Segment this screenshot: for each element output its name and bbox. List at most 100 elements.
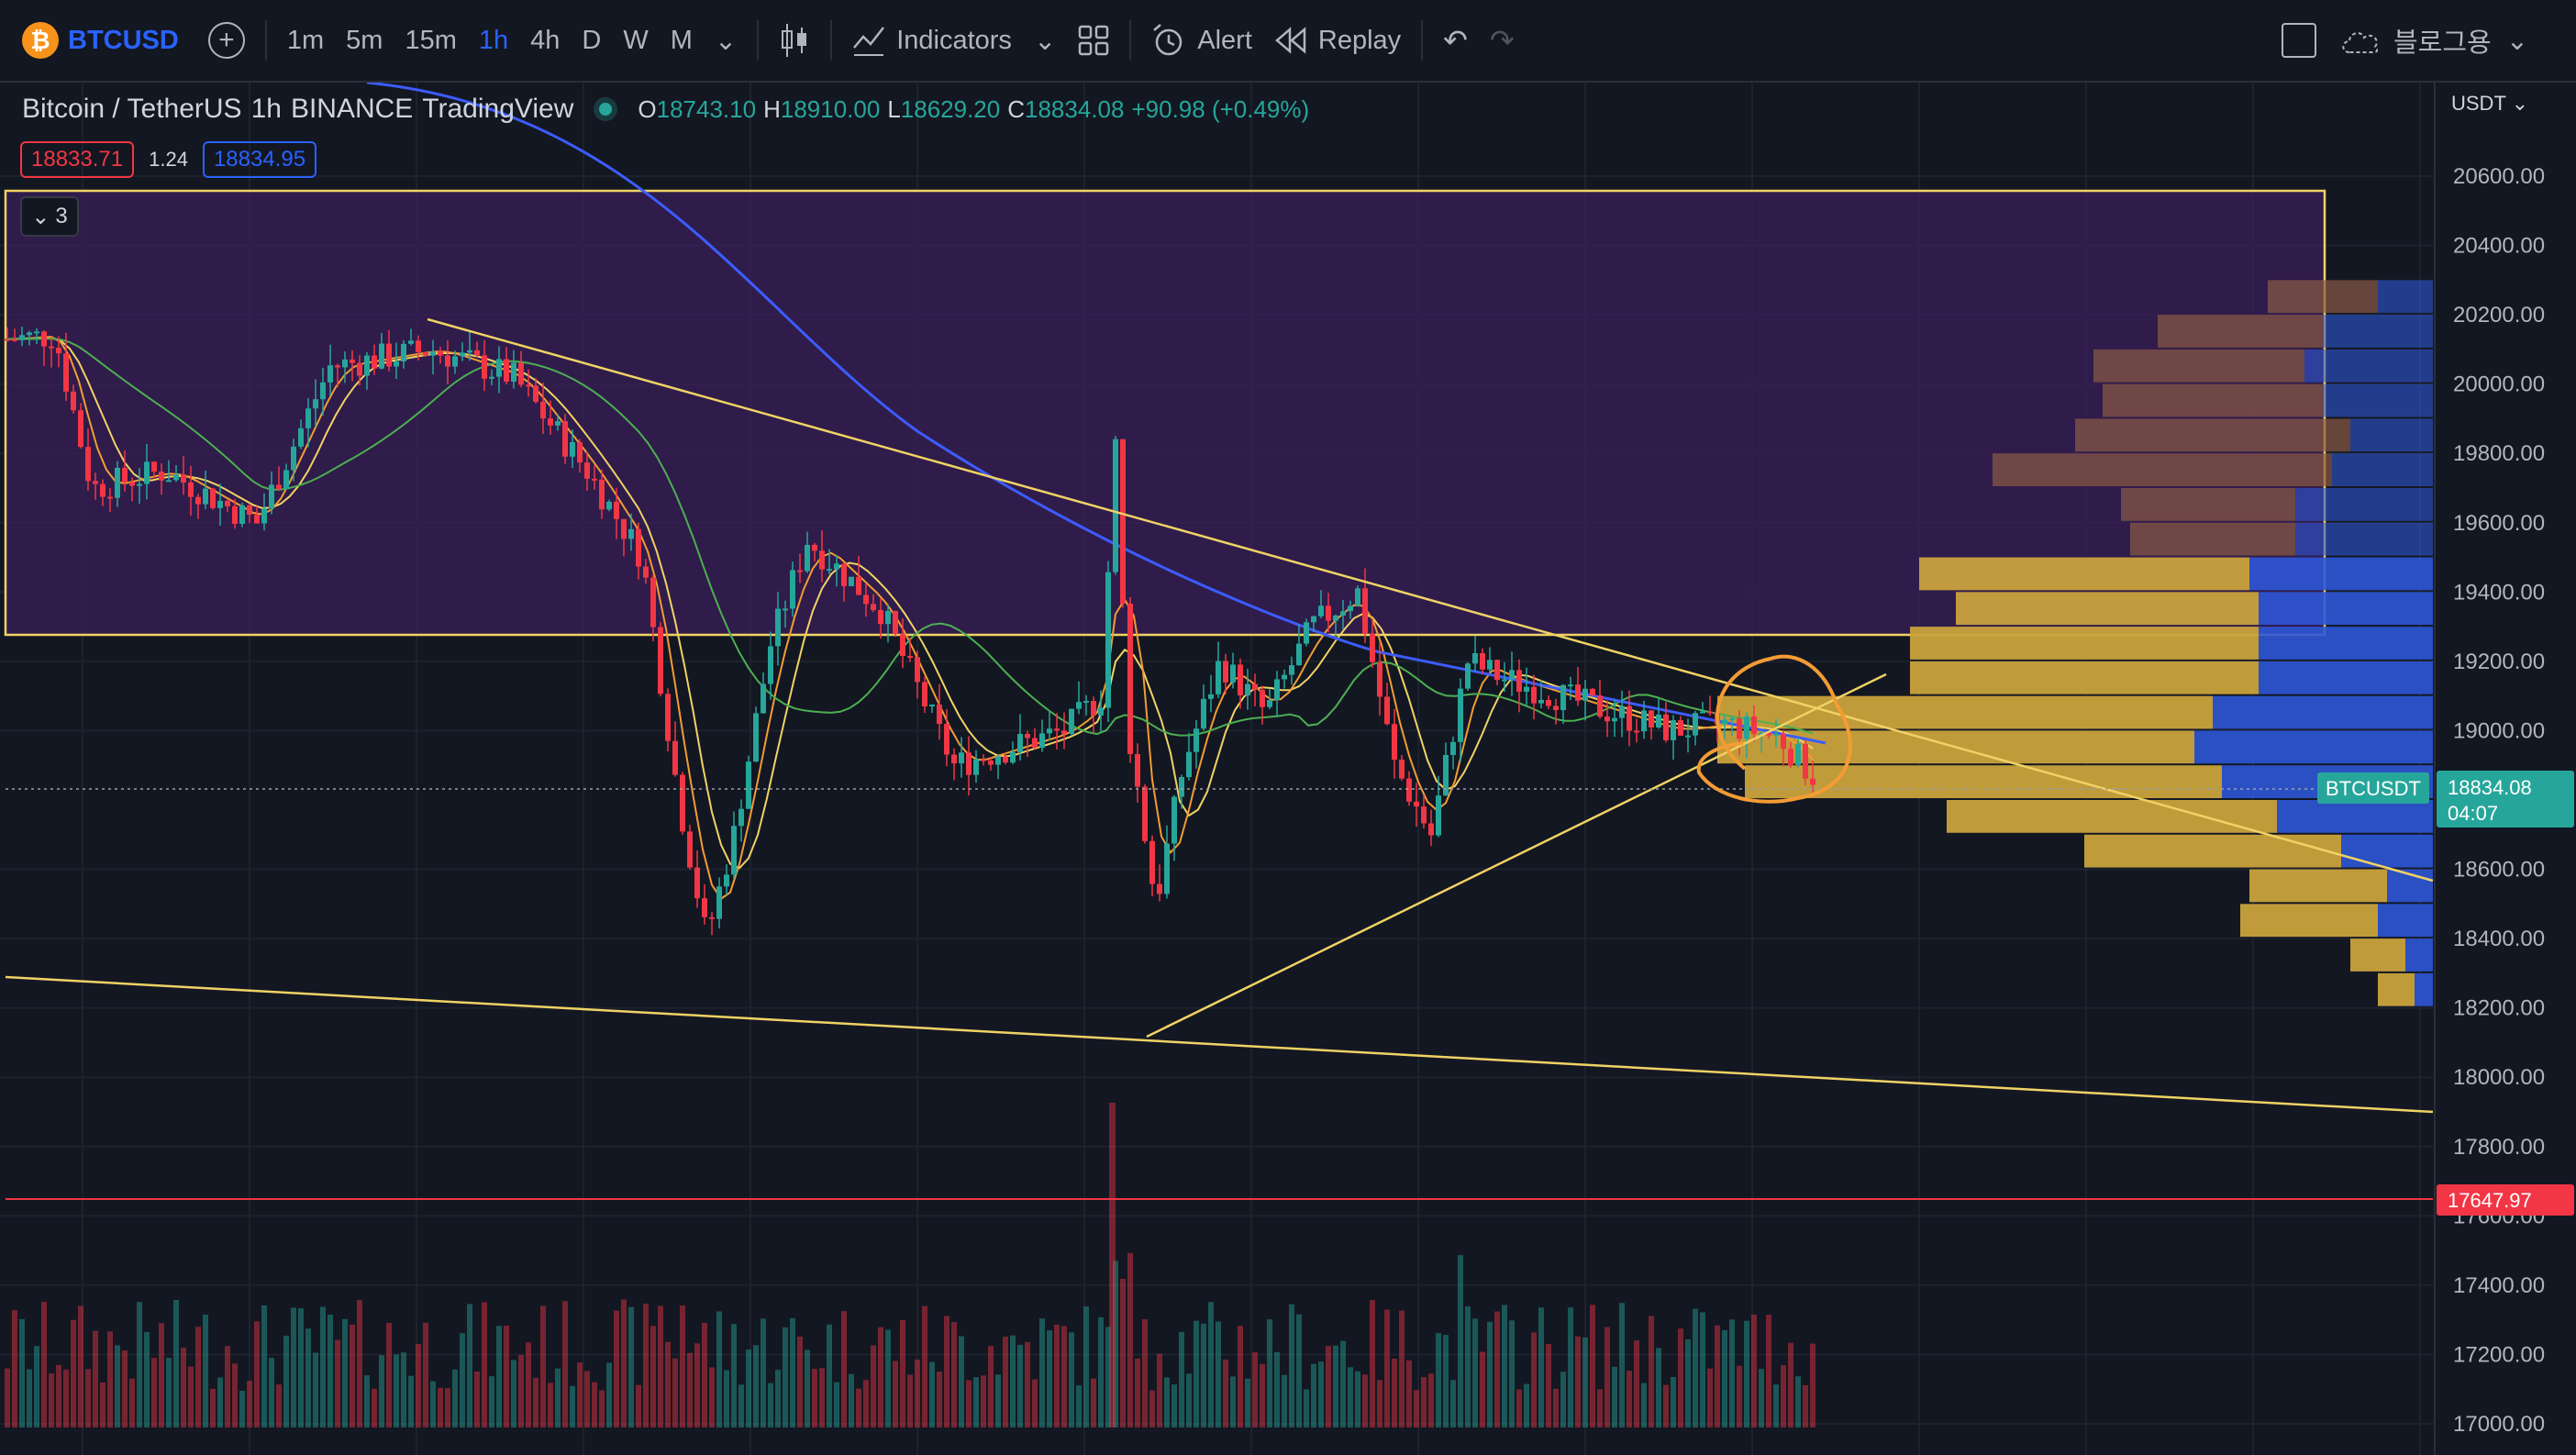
candle-body	[966, 752, 972, 775]
redo-button[interactable]: ↷	[1479, 0, 1526, 81]
candle-body	[915, 657, 920, 683]
candle-body	[232, 505, 238, 524]
candle-body	[320, 382, 326, 400]
volume-bar	[981, 1375, 986, 1427]
buy-price-button[interactable]: 18834.95	[202, 141, 317, 178]
interval-4h[interactable]: 4h	[530, 25, 561, 55]
candle-body	[1384, 696, 1390, 725]
volume-bar	[988, 1346, 994, 1427]
chart-type-button[interactable]	[768, 0, 821, 81]
candle-body	[1032, 738, 1038, 749]
volume-profile-row-down	[1947, 800, 2277, 833]
ascending-trendline[interactable]	[1146, 672, 1887, 1038]
volume-bar	[1619, 1303, 1625, 1427]
toolbar-divider	[264, 20, 267, 61]
volume-bar	[1538, 1307, 1544, 1427]
candle-body	[1502, 679, 1507, 682]
volume-bar	[1803, 1384, 1808, 1427]
interval-m[interactable]: M	[670, 25, 693, 55]
volume-bar	[1186, 1373, 1192, 1427]
candle-body	[1458, 688, 1463, 742]
interval-w[interactable]: W	[623, 25, 649, 55]
volume-bar	[1663, 1384, 1669, 1427]
volume-bar	[379, 1355, 384, 1427]
currency-selector[interactable]: USDT ⌄	[2451, 92, 2528, 116]
indicators-dropdown-button[interactable]: ⌄	[1023, 0, 1067, 81]
volume-bar	[1047, 1330, 1052, 1427]
volume-bar	[335, 1339, 340, 1427]
replay-button[interactable]: Replay	[1263, 0, 1412, 81]
volume-bar	[78, 1305, 83, 1427]
volume-bar	[937, 1372, 942, 1427]
candle-body	[775, 608, 781, 647]
candle-body	[1260, 689, 1265, 707]
volume-bar	[900, 1319, 905, 1427]
candle-body	[1127, 603, 1133, 754]
candle-body	[863, 594, 869, 605]
undo-button[interactable]: ↶	[1432, 0, 1479, 81]
symbol-search-button[interactable]: ₿ BTCUSD	[11, 0, 197, 81]
candle-body	[1157, 883, 1162, 894]
candle-body	[1443, 754, 1449, 796]
annotation-circle[interactable]	[1696, 654, 1852, 804]
alert-button[interactable]: Alert	[1140, 0, 1263, 81]
volume-bar	[1105, 1327, 1111, 1427]
indicators-button[interactable]: Indicators	[841, 0, 1023, 81]
bitcoin-icon: ₿	[22, 22, 59, 59]
candle-body	[1120, 439, 1126, 604]
interval-d[interactable]: D	[582, 25, 602, 55]
interval-1h[interactable]: 1h	[478, 25, 509, 55]
volume-bar	[408, 1375, 414, 1427]
descending-trendline[interactable]	[427, 317, 2434, 883]
volume-bar	[584, 1371, 590, 1427]
interval-1m[interactable]: 1m	[286, 25, 325, 55]
volume-bar	[1436, 1333, 1441, 1427]
candle-body	[1465, 663, 1471, 689]
interval-5m[interactable]: 5m	[346, 25, 383, 55]
volume-bar	[93, 1330, 98, 1427]
volume-bar	[1230, 1376, 1236, 1427]
volume-bar	[188, 1366, 194, 1427]
volume-bar	[1649, 1316, 1654, 1427]
volume-bar	[1524, 1383, 1529, 1427]
volume-bar	[210, 1388, 216, 1427]
candle-body	[973, 759, 979, 775]
volume-bar	[1113, 1261, 1118, 1427]
candle-body	[1010, 751, 1016, 763]
volume-bar	[643, 1304, 649, 1427]
interval-dropdown-chevron-icon[interactable]: ⌄	[714, 26, 738, 56]
candle-body	[1282, 674, 1287, 680]
price-chart-canvas[interactable]: 20600.00 20400.00 20200.00 20000.00 19800.00…	[0, 83, 2576, 1455]
price-axis-tick: 18400.00	[2453, 927, 2545, 951]
volume-bar	[1590, 1305, 1595, 1427]
candle-body	[716, 886, 722, 919]
candle-body	[1766, 732, 1771, 736]
volume-bar	[1810, 1343, 1815, 1427]
candle-body	[849, 576, 854, 586]
candle-body	[12, 339, 17, 341]
volume-bar	[430, 1381, 436, 1427]
volume-profile-row-down	[2084, 834, 2341, 868]
fullscreen-toggle[interactable]	[2271, 0, 2327, 81]
compare-add-button[interactable]: +	[197, 0, 256, 81]
candle-body	[445, 355, 450, 367]
candle-body	[78, 410, 83, 448]
chart-pane[interactable]: 20600.00 20400.00 20200.00 20000.00 19800.00…	[0, 83, 2576, 1455]
volume-bar	[548, 1383, 553, 1427]
legend-title[interactable]: Bitcoin / TetherUS	[22, 94, 242, 124]
price-axis-tick: 20000.00	[2453, 372, 2545, 397]
interval-15m[interactable]: 15m	[405, 25, 457, 55]
sell-price-button[interactable]: 18833.71	[20, 141, 135, 178]
chevron-down-icon: ⌄	[1033, 26, 1057, 56]
indicators-collapse-button[interactable]: ⌄ 3	[20, 196, 79, 237]
indicators-count: 3	[55, 204, 68, 228]
price-axis[interactable]: 20600.00 20400.00 20200.00 20000.00 19800.00…	[2434, 83, 2545, 1455]
layout-button[interactable]	[1067, 0, 1120, 81]
candle-body	[1054, 728, 1060, 731]
candle-body	[386, 343, 392, 367]
ohlc-close: C18834.08	[1007, 94, 1125, 123]
long-support-trendline[interactable]	[5, 975, 2434, 1114]
volume-profile-row-down	[2130, 522, 2295, 556]
candle-body	[1362, 588, 1368, 634]
cloud-layout-button[interactable]: 블로그용 ⌄	[2327, 0, 2539, 81]
